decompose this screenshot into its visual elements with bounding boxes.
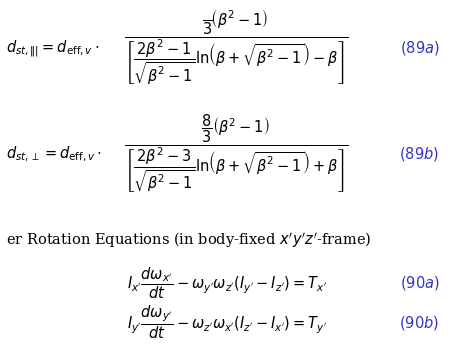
Text: $d_{st,\||}=d_{\mathrm{eff},v}\cdot$: $d_{st,\||}=d_{\mathrm{eff},v}\cdot$ xyxy=(6,38,99,59)
Text: $I_{y'}\dfrac{d\omega_{y'}}{dt}-\omega_{z'}\omega_{x'}\left(I_{z'}-I_{x'}\right): $I_{y'}\dfrac{d\omega_{y'}}{dt}-\omega_{… xyxy=(127,304,326,342)
Text: $\dfrac{\dfrac{8}{3}\left(\beta^2-1\right)}{\left[\dfrac{2\beta^2-3}{\sqrt{\beta: $\dfrac{\dfrac{8}{3}\left(\beta^2-1\righ… xyxy=(124,113,348,195)
Text: $\dfrac{\dfrac{\,}{3}\!\left(\beta^2-1\right)}{\left[\dfrac{2\beta^2-1}{\sqrt{\b: $\dfrac{\dfrac{\,}{3}\!\left(\beta^2-1\r… xyxy=(124,9,348,88)
Text: er Rotation Equations (in body-fixed $x'y'z'$-frame): er Rotation Equations (in body-fixed $x'… xyxy=(6,230,371,250)
Text: $I_{x'}\dfrac{d\omega_{x'}}{dt}-\omega_{y'}\omega_{z'}\left(I_{y'}-I_{z'}\right): $I_{x'}\dfrac{d\omega_{x'}}{dt}-\omega_{… xyxy=(127,265,326,301)
Text: $(89a)$: $(89a)$ xyxy=(399,39,438,57)
Text: $d_{st,\perp}=d_{\mathrm{eff},v}\cdot$: $d_{st,\perp}=d_{\mathrm{eff},v}\cdot$ xyxy=(6,144,101,164)
Text: $(90b)$: $(90b)$ xyxy=(399,314,438,332)
Text: $(89b)$: $(89b)$ xyxy=(399,145,438,163)
Text: $(90a)$: $(90a)$ xyxy=(399,274,438,292)
